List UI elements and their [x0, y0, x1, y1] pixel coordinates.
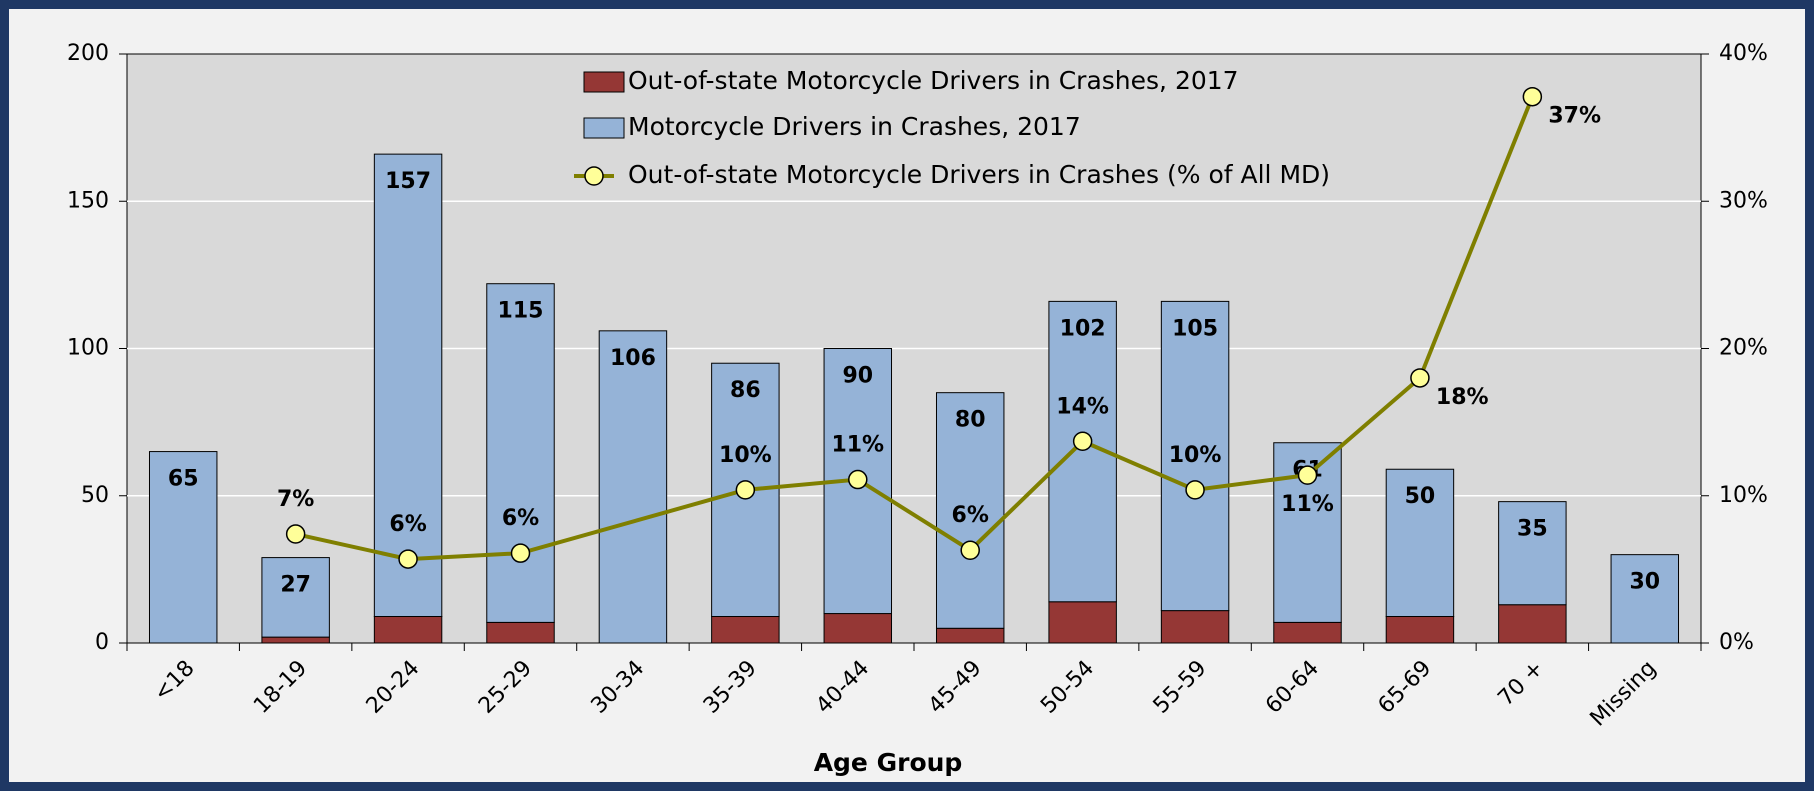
marker	[960, 540, 980, 560]
bar	[261, 636, 330, 644]
y2-tick-label: 0%	[1719, 630, 1754, 655]
legend-swatch	[583, 117, 625, 139]
bar-label: 50	[1405, 484, 1436, 509]
y2-tick-label: 20%	[1719, 336, 1768, 361]
line-label: 14%	[1056, 394, 1109, 419]
marker	[510, 543, 531, 563]
bar	[935, 392, 1005, 629]
bar-label: 65	[168, 467, 199, 492]
bar	[486, 621, 555, 644]
marker	[1522, 86, 1543, 107]
bar-label: 35	[1517, 517, 1548, 542]
y2-tick-label: 10%	[1719, 483, 1768, 508]
line-label: 7%	[277, 487, 314, 512]
bar-label: 80	[955, 408, 986, 433]
y-tick-label: 50	[81, 483, 109, 508]
bar-label: 105	[1172, 316, 1218, 341]
marker	[398, 549, 418, 569]
y-tick-label: 200	[67, 41, 109, 66]
bar	[1048, 601, 1117, 644]
y2-tick-label: 30%	[1719, 188, 1768, 213]
bar	[598, 330, 668, 644]
bar	[1385, 468, 1455, 617]
bar-label: 106	[610, 346, 656, 371]
line-label: 6%	[502, 506, 539, 531]
bar	[1498, 501, 1567, 606]
bar	[148, 451, 218, 644]
line-label: 37%	[1548, 104, 1601, 129]
line-label: 10%	[1169, 443, 1222, 468]
bar	[823, 613, 893, 644]
line-label: 11%	[831, 433, 884, 458]
x-axis-title: Age Group	[814, 748, 963, 777]
marker	[848, 469, 868, 490]
bar	[1273, 621, 1342, 644]
legend-label: Out-of-state Motorcycle Drivers in Crash…	[628, 160, 1330, 189]
y-tick-label: 0	[95, 630, 109, 655]
bar	[1160, 610, 1230, 644]
bar	[1385, 615, 1455, 644]
line-label: 18%	[1436, 385, 1489, 410]
marker	[1297, 465, 1318, 485]
bar	[711, 615, 780, 644]
y-tick-label: 100	[67, 336, 109, 361]
line-label: 11%	[1281, 492, 1334, 517]
bar	[261, 557, 330, 638]
y2-tick-label: 40%	[1719, 41, 1768, 66]
bar	[935, 627, 1005, 644]
bar	[1610, 554, 1680, 644]
legend-label: Out-of-state Motorcycle Drivers in Crash…	[628, 66, 1239, 95]
bar-label: 30	[1629, 570, 1660, 595]
bar-label: 102	[1060, 316, 1106, 341]
line-label: 10%	[719, 443, 772, 468]
y-tick-label: 150	[67, 188, 109, 213]
line-label: 6%	[952, 503, 989, 528]
bar-label: 90	[842, 364, 873, 389]
marker	[1410, 368, 1430, 388]
bar	[1498, 604, 1567, 644]
marker	[285, 524, 306, 544]
bar	[373, 615, 443, 644]
bar-label: 157	[385, 169, 431, 194]
legend-label: Motorcycle Drivers in Crashes, 2017	[628, 112, 1081, 141]
bar	[486, 283, 555, 623]
marker	[1185, 480, 1205, 500]
bar	[1160, 300, 1230, 612]
line-label: 6%	[389, 512, 426, 537]
bar-label: 86	[730, 378, 761, 403]
marker	[1072, 431, 1093, 452]
marker	[735, 480, 756, 500]
legend-marker	[584, 166, 604, 186]
bar-label: 27	[280, 573, 311, 598]
legend-swatch	[583, 71, 625, 93]
bar-label: 115	[498, 299, 544, 324]
bar	[373, 153, 443, 617]
